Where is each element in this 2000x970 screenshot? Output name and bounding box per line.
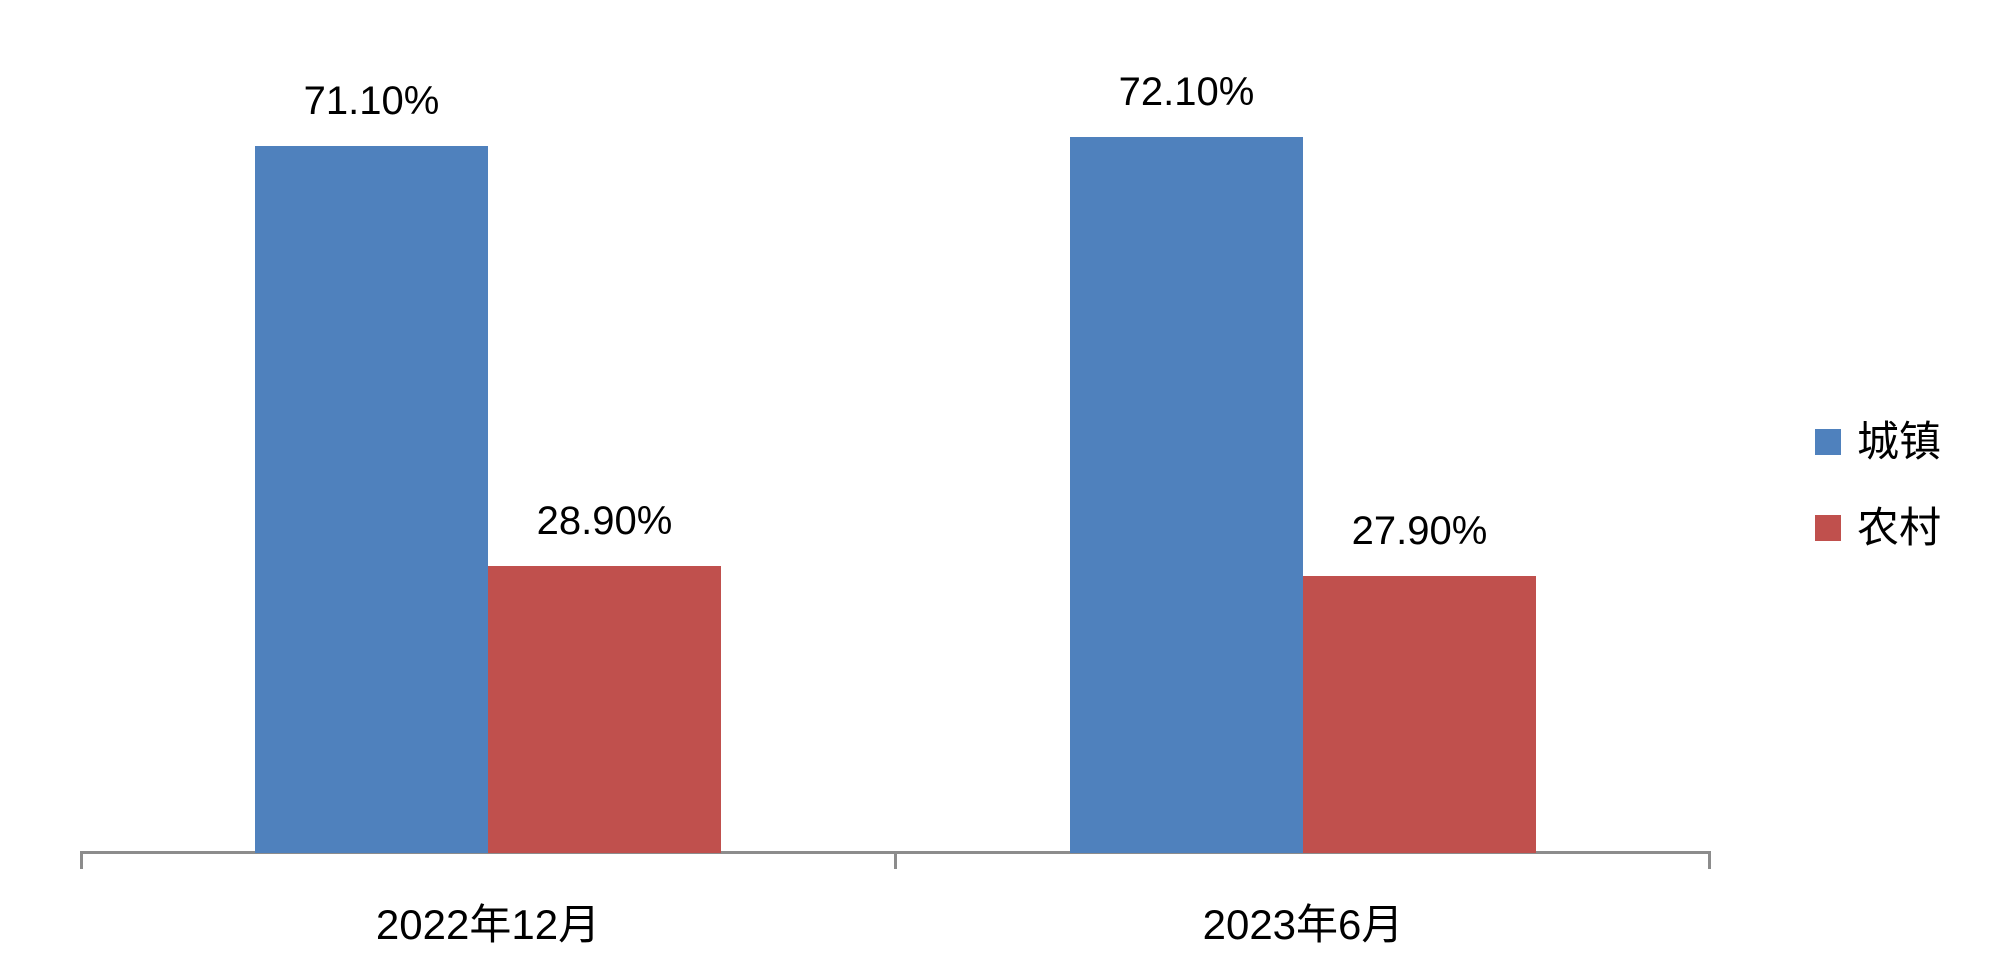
- bar-rural-0: [488, 566, 721, 853]
- x-axis-line: [80, 851, 1711, 854]
- bar-value-label-urban-1: 72.10%: [1118, 70, 1255, 114]
- legend-item-urban: 城镇: [1815, 420, 1941, 464]
- bar-urban-0: [255, 146, 488, 853]
- bar-value-label-rural-0: 28.90%: [536, 499, 673, 543]
- legend-label-urban: 城镇: [1857, 418, 1942, 465]
- plot-area: 71.10% 28.90% 2022年12月 72.10% 27.90% 2023年6月: [80, 70, 1711, 948]
- bar-urban-1: [1070, 137, 1303, 853]
- x-axis-tick-left: [80, 853, 83, 869]
- x-axis-label-1: 2023年6月: [1202, 901, 1404, 948]
- bar-value-label-urban-0: 71.10%: [303, 79, 440, 123]
- x-axis-tick-right: [1708, 853, 1711, 869]
- legend: 城镇 农村: [1815, 420, 1941, 592]
- bar-value-label-rural-1: 27.90%: [1351, 509, 1488, 553]
- legend-item-rural: 农村: [1815, 506, 1941, 550]
- legend-swatch-rural: [1815, 515, 1841, 541]
- x-axis-tick-middle: [894, 853, 897, 869]
- legend-swatch-urban: [1815, 429, 1841, 455]
- bar-rural-1: [1303, 576, 1536, 853]
- legend-label-rural: 农村: [1857, 504, 1942, 551]
- x-axis-label-0: 2022年12月: [375, 901, 601, 948]
